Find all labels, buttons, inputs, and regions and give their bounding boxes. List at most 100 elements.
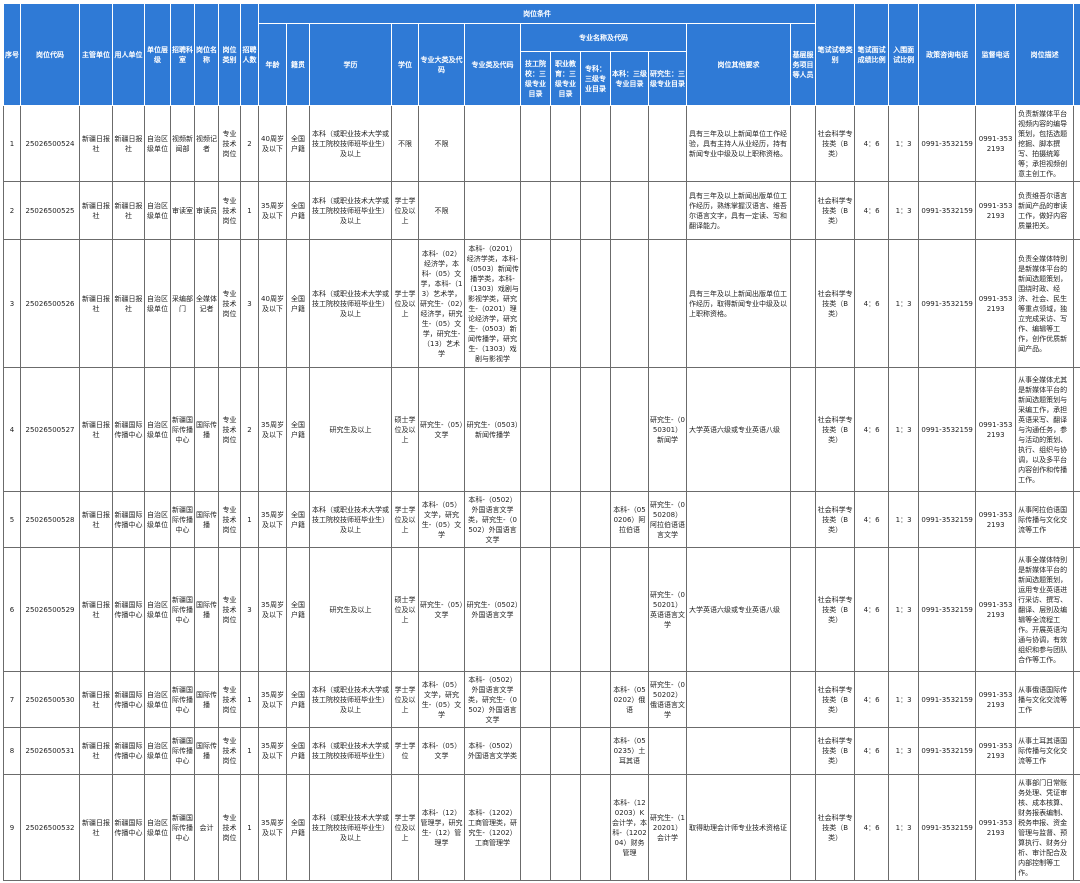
cell-education: 本科（或职业技术大学或技工院校技师班毕业生）及以上 <box>309 239 392 368</box>
cell-graduate <box>648 105 687 182</box>
table-row: 6 25026500529 新疆日报社 新疆国际传播中心 自治区级单位 新疆国际传播中心国… <box>3 547 1080 672</box>
cell-count: 2 <box>240 367 259 492</box>
cell-exam-type: 社会科学专技类（B类） <box>815 547 856 672</box>
cell-tech-school <box>520 105 551 182</box>
cell-origin: 全国户籍 <box>286 774 310 881</box>
cell-dept: 新疆国际传播中心 <box>170 367 195 492</box>
cell-dept: 新疆国际传播中心 <box>170 774 195 881</box>
cell-supervise-phone: 0991-3532193 <box>975 239 1017 368</box>
cell-graduate: 研究生-（120201）会计学 <box>648 774 687 881</box>
cell-policy-phone: 0991-3532159 <box>918 671 977 728</box>
cell-code: 25026500531 <box>20 727 80 775</box>
cell-policy-phone: 0991-3532159 <box>918 491 977 548</box>
cell-education: 本科（或职业技术大学或技工院校技师班毕业生）及以上 <box>309 181 392 240</box>
cell-post-name: 会计 <box>194 774 219 881</box>
cell-junior-college <box>580 367 611 492</box>
cell-other-req: 大学英语六级或专业英语八级 <box>686 367 791 492</box>
col-degree: 学位 <box>391 23 419 106</box>
cell-code: 25026500525 <box>20 181 80 240</box>
cell-level: 自治区级单位 <box>144 491 171 548</box>
cell-voc-edu <box>550 491 581 548</box>
cell-employer: 新疆国际传播中心 <box>112 727 145 775</box>
cell-dept: 新疆国际传播中心 <box>170 727 195 775</box>
cell-remark <box>1073 547 1080 672</box>
cell-supervisor: 新疆日报社 <box>79 671 113 728</box>
cell-grassroots <box>789 491 817 548</box>
cell-ratio-exam-interview: 4：6 <box>854 491 890 548</box>
cell-supervise-phone: 0991-3532193 <box>975 181 1017 240</box>
cell-exam-type: 社会科学专技类（B类） <box>815 367 856 492</box>
cell-post-desc: 从事阿拉伯语国际传播与文化交流等工作 <box>1015 491 1075 548</box>
col-policy-phone: 政策咨询电话 <box>918 3 977 106</box>
cell-voc-edu <box>550 105 581 182</box>
table-row: 8 25026500531 新疆日报社 新疆国际传播中心 自治区级单位 新疆国际传播中心国… <box>3 727 1080 775</box>
cell-junior-college <box>580 547 611 672</box>
cell-age: 40周岁及以下 <box>258 239 287 368</box>
cell-ratio-interview: 1：3 <box>888 774 920 881</box>
cell-count: 1 <box>240 491 259 548</box>
cell-post-desc: 从事部门日常账务处理、凭证审核、成本核算、财务报表编制、税务申报、资金管理与监督… <box>1015 774 1075 881</box>
cell-other-req <box>686 491 791 548</box>
cell-post-type: 专业技术岗位 <box>218 491 241 548</box>
col-post-name: 岗位名称 <box>194 3 219 106</box>
cell-count: 3 <box>240 547 259 672</box>
cell-remark <box>1073 105 1080 182</box>
table-row: 4 25026500527 新疆日报社 新疆国际传播中心 自治区级单位 新疆国际传播中心国… <box>3 367 1080 492</box>
col-graduate: 研究生：三级专业目录 <box>648 51 687 106</box>
cell-education: 本科（或职业技术大学或技工院校技师班毕业生） <box>309 727 392 775</box>
cell-ratio-interview: 1：3 <box>888 727 920 775</box>
cell-remark <box>1073 367 1080 492</box>
cell-major-class: 本科-（0502）外国语言文学类，研究生-（0502）外国语言文学 <box>464 671 521 728</box>
cell-level: 自治区级单位 <box>144 671 171 728</box>
cell-education: 本科（或职业技术大学或技工院校技师班毕业生）及以上 <box>309 774 392 881</box>
cell-undergrad: 本科-（050235）土耳其语 <box>610 727 649 775</box>
cell-grassroots <box>789 105 817 182</box>
col-level: 单位层级 <box>144 3 171 106</box>
cell-level: 自治区级单位 <box>144 239 171 368</box>
cell-supervise-phone: 0991-3532193 <box>975 671 1017 728</box>
post-conditions-group: 岗位条件 <box>257 3 817 24</box>
cell-seq: 9 <box>3 774 21 881</box>
cell-junior-college <box>580 105 611 182</box>
cell-degree: 学士学位及以上 <box>391 181 419 240</box>
cell-count: 2 <box>240 105 259 182</box>
cell-supervisor: 新疆日报社 <box>79 727 113 775</box>
cell-employer: 新疆日报社 <box>112 239 145 368</box>
cell-remark <box>1073 727 1080 775</box>
cell-policy-phone: 0991-3532159 <box>918 547 977 672</box>
col-remark: 备注 <box>1073 3 1080 106</box>
col-undergrad: 本科：三级专业目录 <box>610 51 649 106</box>
cell-level: 自治区级单位 <box>144 547 171 672</box>
cell-supervisor: 新疆日报社 <box>79 105 113 182</box>
cell-junior-college <box>580 727 611 775</box>
cell-policy-phone: 0991-3532159 <box>918 105 977 182</box>
cell-degree: 学士学位及以上 <box>391 671 419 728</box>
cell-education: 本科（或职业技术大学或技工院校技师班毕业生）及以上 <box>309 491 392 548</box>
cell-major-category: 本科-（05）文学 <box>418 727 465 775</box>
cell-post-type: 专业技术岗位 <box>218 105 241 182</box>
cell-ratio-interview: 1：3 <box>888 105 920 182</box>
cell-post-name: 国际传播 <box>194 671 219 728</box>
cell-remark <box>1073 671 1080 728</box>
cell-age: 35周岁及以下 <box>258 367 287 492</box>
col-seq: 序号 <box>3 3 21 106</box>
cell-code: 25026500530 <box>20 671 80 728</box>
cell-exam-type: 社会科学专技类（B类） <box>815 239 856 368</box>
col-exam-type: 笔试试卷类别 <box>815 3 856 106</box>
cell-tech-school <box>520 547 551 672</box>
cell-post-name: 国际传播 <box>194 491 219 548</box>
cell-degree: 硕士学位及以上 <box>391 547 419 672</box>
cell-post-name: 全媒体记者 <box>194 239 219 368</box>
cell-employer: 新疆日报社 <box>112 105 145 182</box>
cell-seq: 1 <box>3 105 21 182</box>
cell-tech-school <box>520 491 551 548</box>
cell-grassroots <box>789 547 817 672</box>
cell-post-desc: 从事全媒体特别是新媒体平台的新闻选题策划，运用专业英语进行采访、撰写、翻译、层别… <box>1015 547 1075 672</box>
cell-origin: 全国户籍 <box>286 367 310 492</box>
col-employer: 用人单位 <box>112 3 145 106</box>
col-major-class: 专业类及代码 <box>464 23 521 106</box>
cell-major-category: 本科-（05）文学，研究生-（05）文学 <box>418 491 465 548</box>
cell-tech-school <box>520 239 551 368</box>
cell-post-desc: 从事土耳其语国际传播与文化交流等工作 <box>1015 727 1075 775</box>
cell-dept: 新疆国际传播中心 <box>170 491 195 548</box>
